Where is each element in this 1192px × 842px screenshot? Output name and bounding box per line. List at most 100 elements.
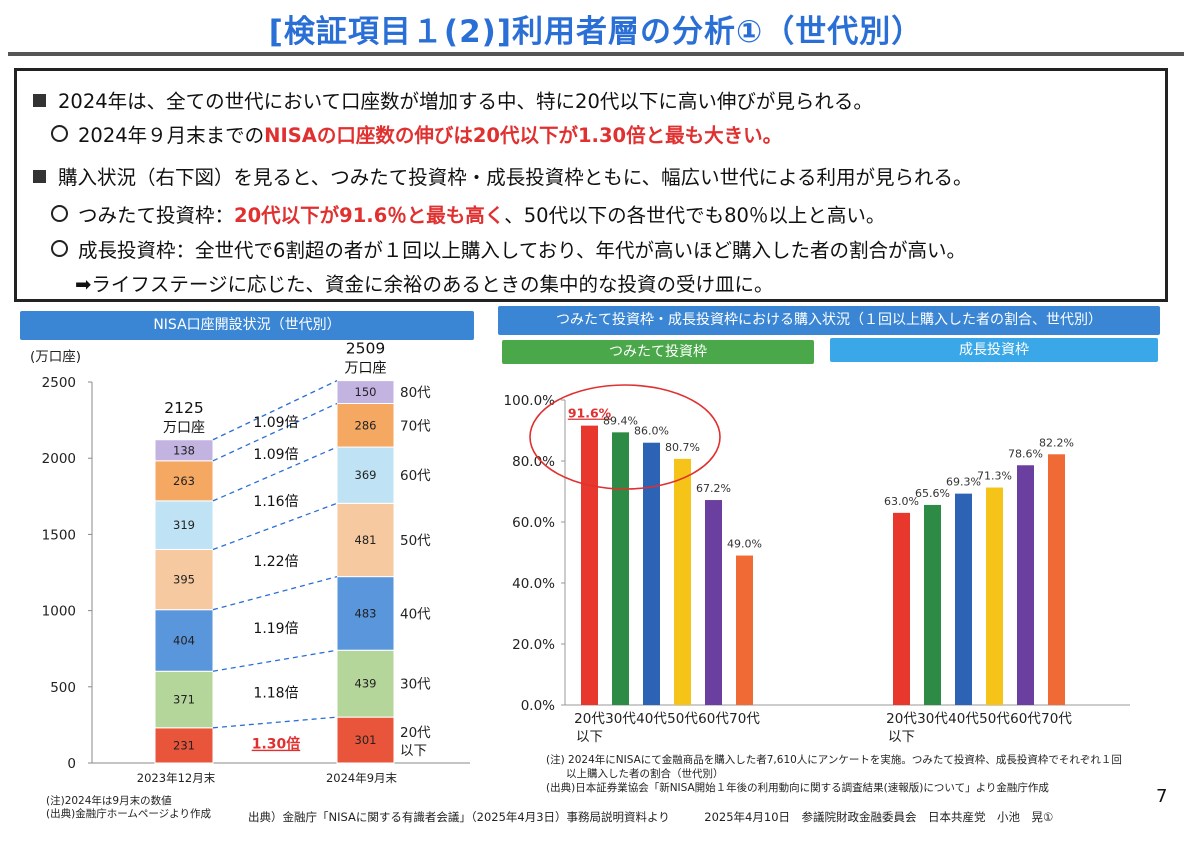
bar-value-label: 80.7% [665,441,700,454]
growth-connector-line [212,446,338,502]
left-chart-banner: NISA口座開設状況（世代別） [20,311,474,340]
stack-segment [154,439,214,462]
age-label: 80代 [400,385,431,401]
age-label: 60代 [400,468,431,484]
summary-text-4a: つみたて投資枠： [78,204,235,227]
summary-text-4-highlight: 20代以下が91.6％と最も高く [234,204,505,227]
summary-line-3: 購入状況（右下図）を見ると、つみたて投資枠・成長投資枠ともに、幅広い世代による利… [33,161,973,190]
y-tick-label: 0 [67,756,76,772]
y-tick-label: 2000 [42,451,76,467]
summary-line-5: 成長投資枠：全世代で6割超の者が１回以上購入しており、年代が高いほど購入した者の… [51,234,966,263]
summary-text-3: 購入状況（右下図）を見ると、つみたて投資枠・成長投資枠ともに、幅広い世代による利… [58,166,973,189]
age-label: 30代 [400,677,431,693]
x-category-label: 2023年12月末 [137,771,216,785]
growth-ratio-label: 1.09倍 [253,447,298,463]
bar [705,500,722,705]
x-category-label: 40代 [948,711,979,727]
segment-value-label: 439 [355,677,377,691]
growth-ratio-label: 1.22倍 [253,554,298,570]
tab-seicho: 成長投資枠 [830,338,1158,362]
bar-total-label: 2125 [164,399,203,417]
x-category-label: 2024年9月末 [326,771,398,785]
x-category-label: 70代 [1041,711,1072,727]
bar [612,432,629,705]
segment-value-label: 369 [355,468,377,482]
y-tick-label: 20.0% [512,637,555,653]
bar-value-label: 71.3% [977,470,1012,483]
x-category-label: 30代 [917,711,948,727]
segment-value-label: 231 [173,738,195,752]
x-category-label: 50代 [979,711,1010,727]
x-category-label: 70代 [729,711,760,727]
age-label: 50代 [400,533,431,549]
x-category-label: 50代 [667,711,698,727]
stack-segment [336,402,395,448]
growth-ratio-label: 1.19倍 [253,621,298,637]
bar-value-label: 63.0% [884,495,919,508]
summary-text-2-highlight: NISAの口座数の伸びは20代以下が1.30倍と最も大きい。 [264,124,783,147]
x-category-label: 60代 [698,711,729,727]
growth-connector-line [212,649,338,672]
summary-text-4b: 、50代以下の各世代でも80％以上と高い。 [504,204,886,227]
stack-segment [336,649,395,718]
stack-segment [336,446,395,504]
summary-line-4: つみたて投資枠：20代以下が91.6％と最も高く、50代以下の各世代でも80％以… [51,199,885,228]
segment-value-label: 150 [355,385,377,399]
growth-connector-line [212,575,338,611]
segment-value-label: 395 [173,573,195,587]
segment-value-label: 263 [173,474,195,488]
stacked-bar-chart: (万口座) 0 500 1000 1500 2000 2500 231 371 404 395 319… [30,340,470,785]
y-tick-label: 1500 [42,527,76,543]
bar-value-label: 91.6% [568,406,612,421]
bar-value-label: 49.0% [727,538,762,551]
summary-line-1: 2024年は、全ての世代において口座数が増加する中、特に20代以下に高い伸びが見… [33,85,873,114]
y-tick-label: 80.0% [512,454,555,470]
age-label: 40代 [400,606,431,622]
stack-segment [154,670,214,729]
bar [955,493,972,705]
bar [674,458,691,705]
summary-text-5: 成長投資枠：全世代で6割超の者が１回以上購入しており、年代が高いほど購入した者の… [78,239,966,262]
stack-segment [154,548,214,611]
stack-segment [154,500,214,550]
bar-total-label: 2509 [346,340,385,358]
source-footer: 出典）金融庁「NISAに関する有識者会議」（2025年4月3日）事務局説明資料よ… [248,810,1054,824]
square-bullet-icon [33,170,46,183]
growth-connector-line [212,380,338,441]
left-note-1: (注)2024年は9月末の数値 [46,795,172,807]
x-category-label: 30代 [605,711,636,727]
segment-value-label: 404 [173,633,195,647]
x-category-label: 60代 [1010,711,1041,727]
bar-value-label: 69.3% [946,476,981,489]
y-tick-label: 500 [50,680,76,696]
bar-value-label: 67.2% [696,482,731,495]
stack-segment [336,380,395,404]
growth-ratio-label: 1.30倍 [252,736,301,753]
circle-bullet-icon [51,240,68,257]
x-category-label-sub: 以下 [576,729,603,745]
segment-value-label: 286 [355,418,377,432]
summary-text-1: 2024年は、全ての世代において口座数が増加する中、特に20代以下に高い伸びが見… [58,90,873,113]
growth-ratio-label: 1.09倍 [253,415,298,431]
age-label-sub: 以下 [400,743,427,759]
circle-bullet-icon [51,125,68,142]
bar [581,425,598,705]
segment-value-label: 481 [355,533,377,547]
x-category-label: 20代 [574,711,605,727]
age-label: 70代 [400,418,431,434]
bar-chart: 0.0% 20.0% 40.0% 60.0% 80.0% 100.0% 91.6% 20代以下… [504,384,1130,745]
stack-segment [336,502,395,578]
bar-total-unit: 万口座 [345,361,387,377]
summary-line-6: ➡ライフステージに応じた、資金に余裕のあるときの集中的な投資の受け皿に。 [75,273,774,296]
bar [986,487,1003,705]
y-tick-label: 2500 [42,375,76,391]
growth-connector-line [212,502,338,551]
stack-segment [336,576,395,651]
segment-value-label: 301 [355,733,377,747]
bar-total-unit: 万口座 [163,420,205,436]
age-label: 20代 [400,725,431,741]
y-tick-label: 60.0% [512,515,555,531]
x-category-label: 20代 [886,711,917,727]
page-number: 7 [1156,786,1168,807]
